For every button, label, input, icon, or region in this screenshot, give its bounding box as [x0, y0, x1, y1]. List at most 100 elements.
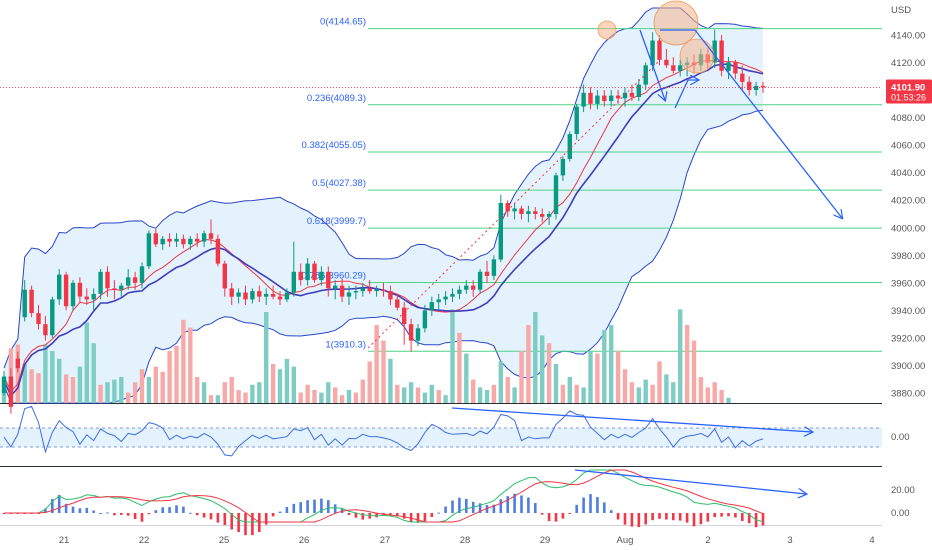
candle[interactable] [215, 234, 221, 267]
candle[interactable] [98, 269, 103, 300]
price-axis[interactable]: USD4140.004120.004100.004080.004060.0040… [886, 5, 932, 400]
macd-divergence-arrow[interactable] [574, 469, 806, 494]
candle[interactable] [747, 76, 752, 96]
candle[interactable] [146, 230, 152, 270]
candle[interactable] [553, 172, 559, 220]
candle[interactable] [560, 156, 566, 181]
pullback-arrow[interactable] [674, 80, 698, 109]
candle[interactable] [236, 288, 241, 304]
candle[interactable] [443, 291, 448, 305]
candle[interactable] [595, 90, 600, 110]
candle[interactable] [257, 285, 262, 303]
time-axis[interactable]: 21 22 25 26 27 28 29 Aug 2 3 4 [59, 535, 875, 546]
candle[interactable] [657, 35, 662, 66]
top-circle[interactable] [597, 20, 617, 40]
candle[interactable] [622, 87, 628, 107]
candle[interactable] [291, 241, 296, 297]
candle[interactable] [719, 35, 724, 77]
candle[interactable] [671, 57, 676, 74]
candle[interactable] [664, 48, 669, 69]
candle[interactable] [491, 255, 497, 281]
rsi-divergence-arrow[interactable] [451, 407, 812, 432]
candle[interactable] [153, 229, 158, 248]
candle[interactable] [57, 269, 62, 305]
candle[interactable] [726, 57, 731, 80]
candle[interactable] [201, 230, 207, 248]
candle[interactable] [678, 59, 683, 77]
candle[interactable] [50, 296, 55, 338]
candle[interactable] [436, 293, 441, 311]
candle[interactable] [374, 285, 379, 297]
candle[interactable] [312, 260, 317, 283]
candle[interactable] [512, 202, 517, 220]
candle[interactable] [367, 280, 372, 294]
candle[interactable] [540, 208, 545, 223]
candle[interactable] [91, 288, 96, 311]
candle[interactable] [526, 205, 531, 223]
candle[interactable] [160, 236, 165, 250]
candle[interactable] [450, 288, 455, 303]
candle[interactable] [581, 84, 586, 113]
candle[interactable] [8, 368, 14, 414]
candle[interactable] [408, 318, 414, 352]
candle[interactable] [498, 194, 503, 263]
candle[interactable] [533, 207, 538, 220]
candle[interactable] [477, 269, 483, 294]
candle[interactable] [229, 282, 234, 305]
candlesticks[interactable] [1, 29, 766, 414]
candle[interactable] [636, 79, 641, 102]
candle[interactable] [63, 271, 69, 311]
projection-arrow[interactable] [694, 29, 842, 218]
candle[interactable] [319, 266, 324, 286]
candle[interactable] [77, 277, 83, 303]
candle[interactable] [346, 285, 352, 305]
candle[interactable] [167, 233, 172, 248]
rsi-panel[interactable]: 0.00 [0, 405, 910, 457]
candle[interactable] [70, 280, 76, 311]
candle[interactable] [574, 103, 579, 140]
candle[interactable] [505, 200, 510, 217]
candle[interactable] [402, 302, 407, 345]
candle[interactable] [471, 280, 476, 297]
candle[interactable] [1, 370, 7, 396]
candle[interactable] [740, 65, 745, 91]
candle[interactable] [339, 278, 345, 303]
candle[interactable] [326, 266, 331, 297]
top-circle[interactable] [679, 38, 715, 74]
candle[interactable] [112, 280, 117, 300]
drawing-annotations[interactable] [0, 0, 882, 349]
candle[interactable] [15, 351, 20, 373]
candle[interactable] [333, 280, 338, 300]
down-arrow[interactable] [639, 29, 665, 100]
candle[interactable] [643, 62, 648, 91]
candle[interactable] [519, 205, 524, 220]
candle[interactable] [284, 288, 290, 303]
candle[interactable] [733, 59, 738, 80]
candle[interactable] [243, 285, 248, 305]
candle[interactable] [429, 296, 434, 316]
candle[interactable] [588, 87, 593, 110]
candle[interactable] [298, 263, 303, 286]
candle[interactable] [602, 90, 607, 107]
candle[interactable] [195, 233, 200, 248]
candle[interactable] [264, 288, 269, 305]
candle[interactable] [305, 258, 310, 286]
candle[interactable] [395, 293, 400, 311]
candle[interactable] [36, 304, 41, 330]
candle[interactable] [388, 285, 393, 305]
candle[interactable] [119, 282, 124, 297]
candle[interactable] [84, 288, 89, 305]
candle[interactable] [353, 285, 359, 300]
candle[interactable] [132, 271, 138, 290]
candle[interactable] [43, 315, 48, 341]
candle[interactable] [139, 262, 145, 289]
candle[interactable] [464, 280, 469, 294]
candle[interactable] [457, 285, 462, 300]
candle[interactable] [415, 324, 421, 347]
candle[interactable] [22, 280, 27, 322]
macd-panel[interactable]: 20.00 0.00 [2, 469, 915, 536]
candle[interactable] [484, 260, 490, 283]
candle[interactable] [609, 90, 614, 107]
